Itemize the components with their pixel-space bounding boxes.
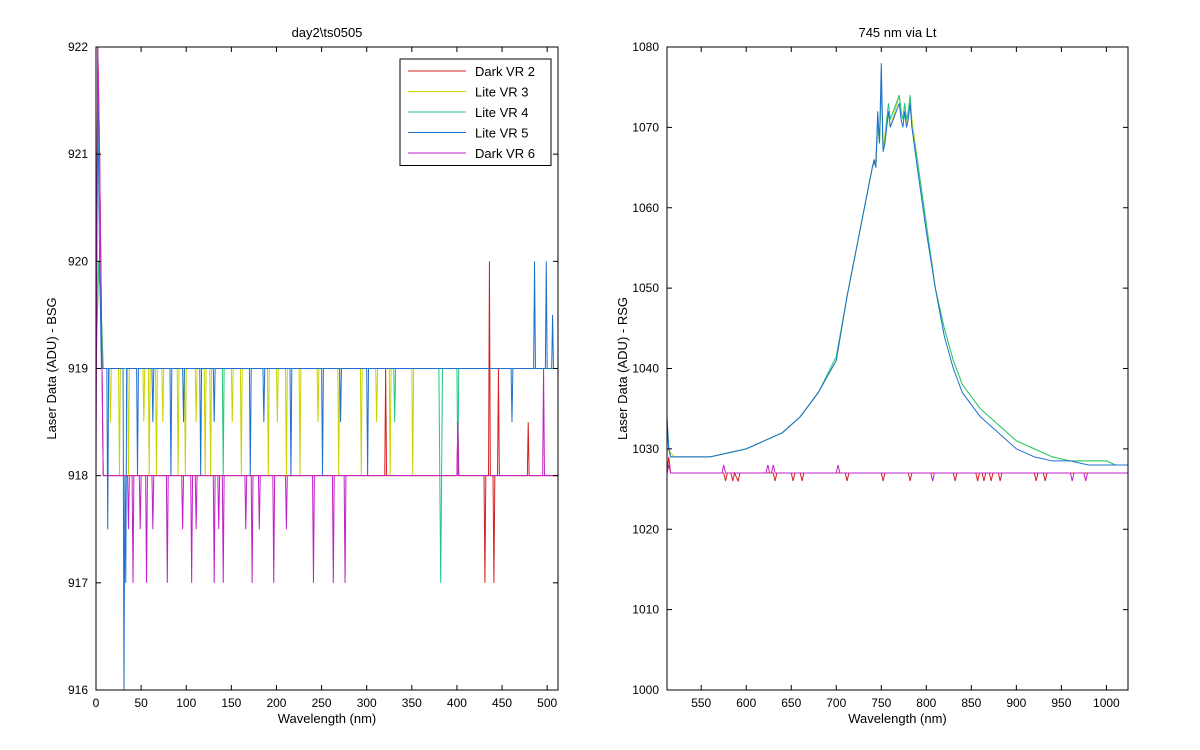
left-chart-title: day2\ts0505 xyxy=(292,25,363,40)
y-tick-label: 1060 xyxy=(632,201,659,215)
x-tick-label: 150 xyxy=(221,696,241,710)
x-tick-label: 500 xyxy=(537,696,557,710)
x-tick-label: 650 xyxy=(781,696,801,710)
series-line-lite-vr-5 xyxy=(96,100,558,690)
left-y-axis-label: Laser Data (ADU) - BSG xyxy=(44,297,59,439)
y-tick-label: 1010 xyxy=(632,603,659,617)
x-tick-label: 400 xyxy=(447,696,467,710)
right-ticks-layer: 550 600 650 700 750 800 850 900 950 1000 1000 1010 1… xyxy=(632,40,1128,710)
x-tick-label: 250 xyxy=(312,696,332,710)
y-tick-label: 919 xyxy=(68,362,88,376)
y-tick-label: 1070 xyxy=(632,120,659,134)
y-tick-label: 1030 xyxy=(632,442,659,456)
x-tick-label: 350 xyxy=(402,696,422,710)
legend-entry: Dark VR 2 xyxy=(475,64,535,79)
right-chart: 550 600 650 700 750 800 850 900 950 1000 1000 1010 1… xyxy=(615,25,1129,726)
y-tick-label: 1020 xyxy=(632,522,659,536)
x-tick-label: 900 xyxy=(1006,696,1026,710)
x-tick-label: 550 xyxy=(691,696,711,710)
x-tick-label: 1000 xyxy=(1093,696,1120,710)
y-tick-label: 916 xyxy=(68,683,88,697)
right-series-layer xyxy=(667,63,1128,483)
x-tick-label: 300 xyxy=(357,696,377,710)
x-tick-label: 0 xyxy=(93,696,100,710)
x-tick-label: 700 xyxy=(826,696,846,710)
y-tick-label: 1000 xyxy=(632,683,659,697)
right-chart-title: 745 nm via Lt xyxy=(858,25,936,40)
series-line-dark-vr-2 xyxy=(667,456,1128,483)
y-tick-label: 920 xyxy=(68,254,88,268)
y-tick-label: 1040 xyxy=(632,362,659,376)
x-tick-label: 750 xyxy=(871,696,891,710)
x-tick-label: 850 xyxy=(961,696,981,710)
y-tick-label: 918 xyxy=(68,469,88,483)
y-tick-label: 1080 xyxy=(632,40,659,54)
legend-entry: Lite VR 5 xyxy=(475,126,528,141)
x-tick-label: 50 xyxy=(134,696,148,710)
left-series-layer xyxy=(96,47,558,690)
y-tick-label: 922 xyxy=(68,40,88,54)
series-line-dark-vr-6 xyxy=(96,47,558,583)
legend: Dark VR 2 Lite VR 3 Lite VR 4 Lite VR 5 Dark… xyxy=(399,58,552,166)
series-line-dark-vr-6 xyxy=(667,464,1128,482)
x-tick-label: 600 xyxy=(736,696,756,710)
x-tick-label: 800 xyxy=(916,696,936,710)
legend-entry: Lite VR 3 xyxy=(475,85,528,100)
series-line-lite-vr-5 xyxy=(667,63,1128,466)
right-plot-area xyxy=(667,47,1128,690)
y-tick-label: 917 xyxy=(68,576,88,590)
right-y-axis-label: Laser Data (ADU) - RSG xyxy=(615,297,630,440)
right-x-axis-label: Wavelength (nm) xyxy=(848,711,947,726)
x-tick-label: 100 xyxy=(176,696,196,710)
left-chart: 0 50 100 150 200 250 300 350 400 450 500 916 917 918 9… xyxy=(44,25,559,726)
legend-entry: Dark VR 6 xyxy=(475,146,535,161)
left-ticks-layer: 0 50 100 150 200 250 300 350 400 450 500 916 917 918 9… xyxy=(68,40,558,710)
x-tick-label: 200 xyxy=(266,696,286,710)
y-tick-label: 1050 xyxy=(632,281,659,295)
left-x-axis-label: Wavelength (nm) xyxy=(278,711,377,726)
legend-entry: Lite VR 4 xyxy=(475,105,528,120)
x-tick-label: 450 xyxy=(492,696,512,710)
x-tick-label: 950 xyxy=(1051,696,1071,710)
y-tick-label: 921 xyxy=(68,147,88,161)
